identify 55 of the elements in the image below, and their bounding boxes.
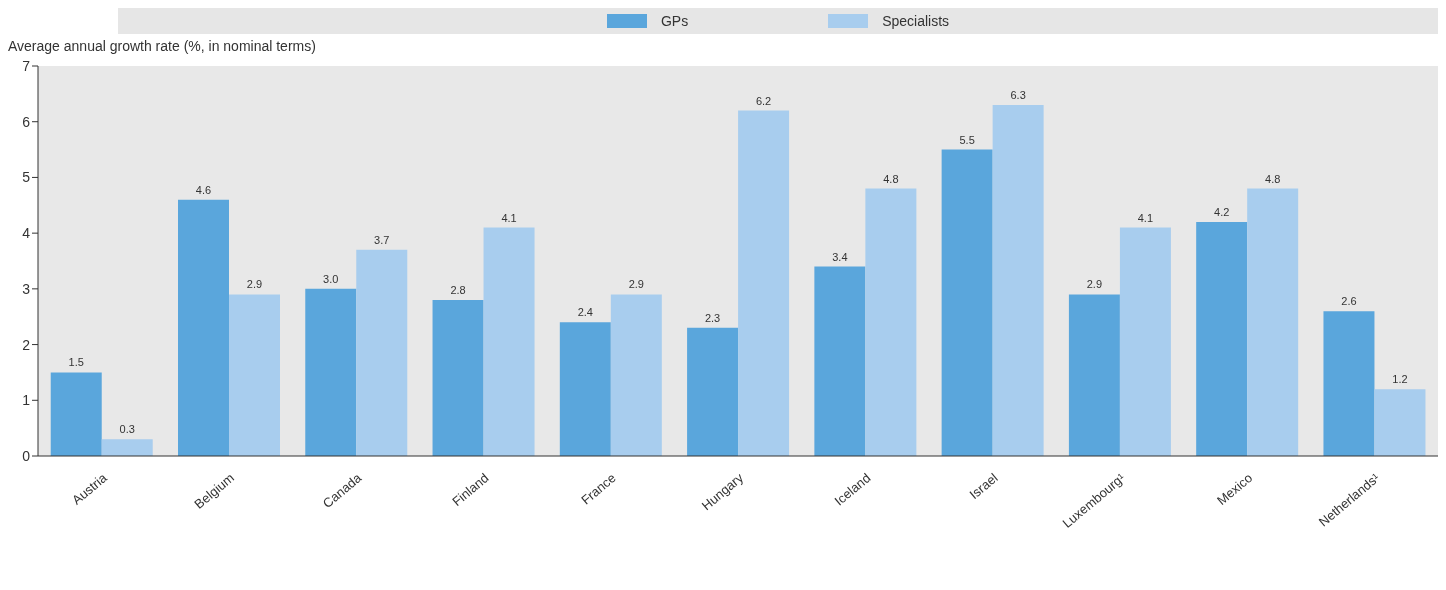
data-label: 4.8	[1265, 172, 1281, 185]
data-label: 2.4	[577, 306, 593, 319]
y-tick-label: 5	[22, 169, 31, 186]
bar	[483, 227, 535, 456]
data-label: 2.9	[628, 278, 644, 291]
bar	[229, 294, 280, 456]
bar	[305, 288, 357, 456]
data-label: 2.6	[1341, 295, 1357, 308]
bar	[101, 439, 153, 456]
bar	[738, 110, 790, 456]
bar	[941, 149, 993, 456]
data-label: 4.1	[501, 211, 517, 224]
data-label: 3.0	[323, 272, 339, 285]
bar	[1247, 188, 1299, 456]
y-tick-label: 7	[22, 57, 31, 74]
data-label: 4.2	[1214, 206, 1230, 218]
data-label: 4.6	[195, 183, 212, 196]
bar	[432, 300, 484, 456]
legend-label: Specialists	[882, 13, 950, 29]
bar	[1119, 227, 1171, 456]
y-axis-title: Average annual growth rate (%, in nominal terms)	[8, 38, 317, 56]
data-label: 3.4	[832, 250, 848, 263]
data-label: 2.9	[1086, 278, 1103, 291]
y-tick-label: 6	[22, 113, 31, 130]
bar	[992, 105, 1044, 456]
bar	[1068, 294, 1120, 456]
bar	[865, 188, 917, 456]
data-label: 2.8	[450, 284, 466, 296]
data-label: 2.3	[704, 311, 721, 324]
bar	[1196, 222, 1248, 456]
data-label: 0.3	[119, 423, 135, 436]
legend-label: GPs	[660, 13, 689, 29]
bar	[610, 294, 662, 456]
data-label: 2.9	[246, 278, 263, 291]
y-tick-label: 4	[22, 225, 31, 242]
data-label: 1.2	[1392, 373, 1408, 386]
data-label: 4.8	[883, 172, 899, 185]
bar	[356, 249, 408, 456]
data-label: 6.3	[1010, 89, 1026, 101]
y-tick-label: 1	[22, 392, 31, 409]
bar	[687, 327, 739, 456]
data-label: 5.5	[959, 133, 975, 146]
bar	[1374, 389, 1426, 456]
y-tick-label: 3	[22, 280, 31, 297]
data-label: 4.1	[1137, 211, 1154, 224]
y-tick-label: 0	[22, 447, 31, 464]
bar	[178, 199, 229, 456]
data-label: 1.5	[68, 356, 84, 369]
bar	[1323, 311, 1375, 456]
y-tick-label: 2	[22, 336, 31, 353]
bar	[50, 372, 102, 456]
bar	[559, 322, 611, 456]
data-label: 3.7	[374, 233, 390, 246]
bar	[814, 266, 866, 456]
data-label: 6.2	[755, 94, 772, 107]
